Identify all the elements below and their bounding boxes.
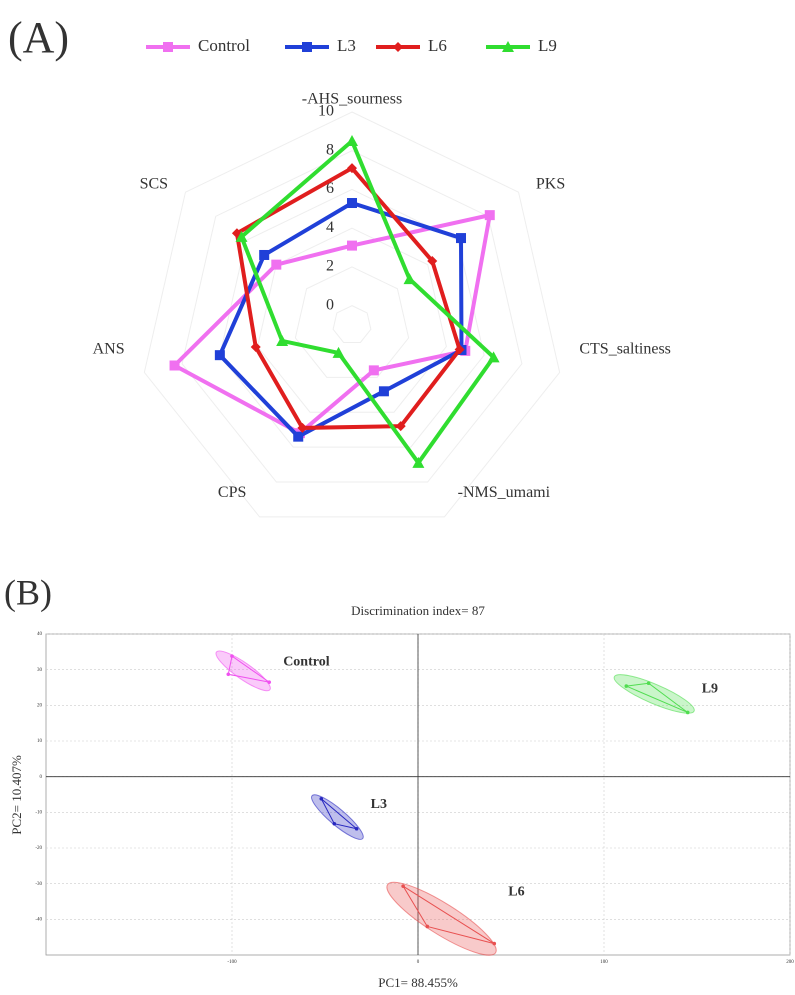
marker	[332, 346, 345, 358]
marker	[214, 350, 225, 361]
confidence-ellipse	[215, 650, 271, 692]
marker	[346, 135, 358, 147]
point	[685, 710, 690, 715]
r-tick-label: 6	[326, 180, 334, 197]
grid-ring	[143, 111, 561, 518]
marker	[297, 422, 308, 433]
group-label: L3	[371, 797, 387, 812]
marker	[276, 334, 289, 346]
point	[425, 924, 430, 929]
axis-label: -AHS_sourness	[302, 91, 402, 108]
y-tick-label: -40	[35, 917, 42, 922]
r-tick-label: 4	[326, 219, 334, 236]
axis-label: PKS	[536, 175, 565, 192]
marker	[271, 259, 282, 270]
marker	[259, 249, 270, 260]
legend-label: L3	[337, 36, 356, 55]
marker	[393, 42, 403, 52]
marker	[502, 41, 514, 52]
marker	[250, 341, 261, 352]
axis-label: CPS	[218, 484, 246, 501]
point	[646, 681, 651, 686]
point	[267, 680, 272, 684]
marker	[347, 163, 357, 174]
group-hull	[402, 885, 495, 945]
marker	[427, 256, 438, 267]
marker	[456, 233, 467, 244]
marker	[293, 431, 304, 442]
y-tick-label: -10	[35, 810, 42, 815]
panel-label: (B)	[4, 572, 52, 612]
marker	[484, 210, 495, 221]
panel-label: (A)	[8, 13, 69, 62]
y-tick-label: 30	[37, 668, 43, 673]
x-tick-label: -100	[227, 960, 237, 965]
series-line	[217, 200, 464, 440]
group-hull	[320, 798, 357, 830]
marker	[347, 240, 357, 251]
r-tick-label: 0	[326, 296, 334, 313]
legend-label: L6	[428, 36, 447, 55]
r-tick-label: 10	[318, 103, 334, 120]
confidence-ellipse	[613, 674, 695, 714]
marker	[378, 386, 389, 397]
series-line	[171, 212, 493, 436]
y-tick-label: 0	[40, 775, 43, 780]
marker	[368, 365, 379, 376]
grid-ring	[294, 266, 410, 378]
marker	[454, 344, 465, 355]
marker	[403, 273, 416, 285]
legend-label: L9	[538, 36, 557, 55]
y-axis-title: PC2= 10.407%	[9, 755, 24, 835]
point	[319, 796, 324, 801]
y-tick-label: -30	[35, 882, 42, 887]
r-tick-label: 2	[326, 258, 334, 275]
r-tick-label: 8	[326, 141, 334, 158]
group-hull	[227, 655, 270, 683]
point	[332, 821, 337, 826]
point	[226, 672, 231, 677]
x-tick-label: 200	[786, 960, 794, 965]
point	[354, 826, 359, 831]
confidence-ellipse	[386, 881, 497, 956]
axis-label: -NMS_umami	[458, 484, 551, 501]
grid-ring	[181, 150, 523, 483]
axis-label: CTS_saltiness	[579, 341, 671, 358]
x-axis-title: PC1= 88.455%	[378, 975, 458, 990]
x-tick-label: 100	[600, 960, 608, 965]
marker	[347, 198, 357, 209]
legend-label: Control	[198, 36, 250, 55]
confidence-ellipse	[311, 794, 364, 840]
group-label: L9	[702, 681, 718, 696]
x-tick-label: 0	[417, 960, 420, 965]
y-tick-label: 40	[37, 632, 43, 637]
group-label: L6	[508, 884, 524, 899]
group-label: Control	[283, 654, 330, 669]
point	[492, 941, 497, 946]
y-tick-label: 20	[37, 703, 43, 708]
marker	[302, 42, 312, 52]
point	[624, 684, 629, 688]
series-line	[239, 137, 497, 467]
marker	[395, 421, 406, 432]
series-line	[234, 165, 462, 430]
axis-label: ANS	[93, 341, 125, 358]
chart-title: Discrimination index= 87	[351, 603, 485, 618]
marker	[412, 456, 425, 468]
axis-label: SCS	[140, 175, 168, 192]
marker	[163, 42, 173, 52]
point	[230, 654, 234, 658]
group-hull	[624, 682, 688, 713]
y-tick-label: 10	[37, 739, 43, 744]
marker	[235, 230, 248, 242]
grid-ring	[257, 227, 447, 413]
marker	[169, 360, 180, 371]
point	[401, 884, 405, 888]
y-tick-label: -20	[35, 846, 42, 851]
marker	[487, 351, 500, 363]
grid-ring	[332, 305, 372, 343]
